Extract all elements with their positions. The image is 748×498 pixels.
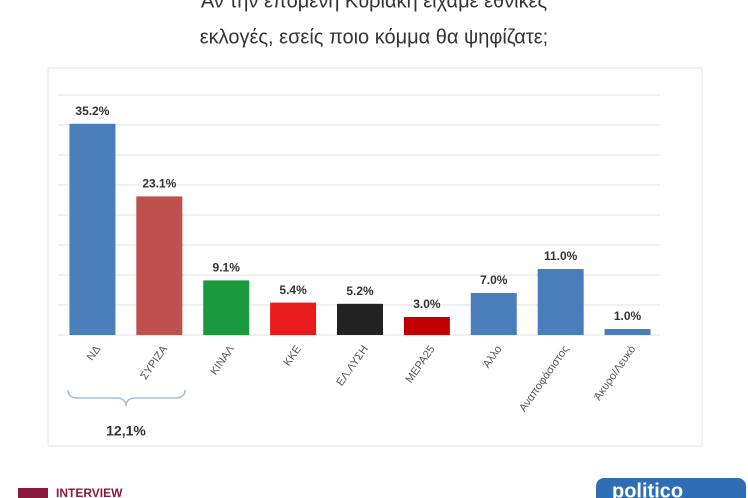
- x-tick-label: Άλλο: [481, 344, 505, 371]
- bar: [337, 303, 383, 335]
- bar: [470, 293, 517, 335]
- value-label: 1.0%: [614, 309, 642, 323]
- logo-box: [596, 478, 746, 498]
- x-tick-label: ΣΥΡΙΖΑ: [138, 343, 170, 382]
- value-label: 3.0%: [413, 297, 441, 311]
- logo-icon: [18, 488, 48, 498]
- bar: [203, 280, 250, 335]
- x-tick-label: ΚΙΝΑΛ: [208, 343, 237, 377]
- annotation: 12,1%: [106, 423, 146, 439]
- bar: [270, 302, 317, 335]
- bar: [537, 269, 584, 335]
- value-label: 35.2%: [75, 104, 109, 118]
- bar: [403, 317, 450, 335]
- chart-title: Αν την επόμενη Κυριακή είχαμε εθνικές: [201, 0, 548, 12]
- chart-frame: [47, 67, 703, 447]
- value-label: 11.0%: [544, 249, 578, 263]
- value-label: 7.0%: [480, 273, 508, 287]
- value-label: 9.1%: [213, 261, 241, 275]
- bar: [69, 123, 116, 335]
- bar: [136, 196, 183, 335]
- x-tick-label: ΜΕΡΑ25: [403, 344, 437, 386]
- value-label: 5.4%: [279, 283, 307, 297]
- chart-title: εκλογές, εσείς ποιο κόμμα θα ψηφίζατε;: [200, 26, 548, 48]
- bar: [604, 329, 651, 335]
- x-tick-label: ΚΚΕ: [281, 344, 303, 369]
- value-label: 23.1%: [142, 177, 176, 191]
- x-tick-label: ΕΛ.ΛΥΣΗ: [334, 343, 370, 388]
- x-tick-label: ΝΔ: [85, 343, 104, 363]
- left-logo: INTERVIEW: [56, 486, 123, 498]
- x-tick-label: Άκυρο/Λευκό: [592, 344, 639, 403]
- value-label: 5.2%: [346, 284, 374, 298]
- bracket: [67, 389, 186, 407]
- x-tick-label: Αναποφάσιστος: [517, 344, 571, 415]
- right-logo: politico: [612, 480, 683, 498]
